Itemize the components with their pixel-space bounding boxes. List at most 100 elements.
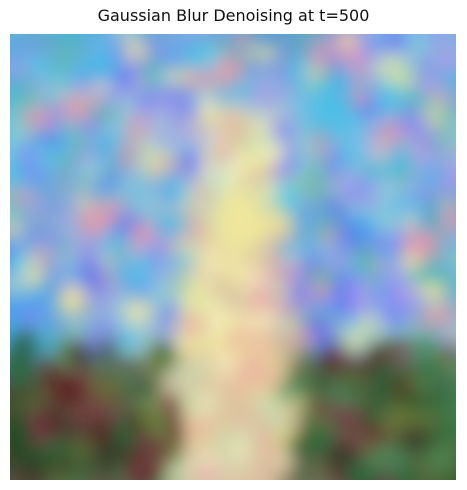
noise-blob (257, 309, 277, 325)
noise-blob (55, 167, 73, 190)
noise-blob (337, 169, 354, 196)
noise-blob (142, 58, 159, 90)
noise-blob (348, 189, 365, 202)
blur-patch (450, 474, 456, 480)
noise-blob (346, 460, 365, 480)
blur-patch (450, 114, 456, 158)
noise-blob (37, 441, 74, 455)
noise-blob (373, 77, 401, 113)
noise-blob (409, 265, 441, 286)
noise-blob (136, 145, 167, 177)
noise-blob (121, 113, 149, 146)
noise-blob (337, 140, 364, 173)
noise-blob (314, 369, 331, 401)
noise-blob (346, 89, 370, 106)
noise-blob (36, 245, 51, 272)
noise-blob (10, 274, 28, 298)
noise-blob (113, 147, 139, 162)
noise-blob (275, 180, 302, 216)
noise-blob (208, 397, 224, 430)
blurred-noisy-image-icon (10, 34, 456, 480)
noise-blob (412, 363, 443, 382)
noise-blob (399, 391, 421, 408)
noise-blob (349, 329, 363, 351)
noise-blob (246, 46, 282, 60)
noise-blob (292, 352, 310, 386)
noise-blob (151, 322, 185, 341)
noise-blob (258, 82, 274, 105)
noise-blob (10, 188, 35, 204)
blur-patch (90, 474, 134, 480)
noise-blob (357, 197, 383, 212)
blur-patch (450, 274, 456, 318)
noise-blob (234, 34, 250, 49)
noise-blob (319, 252, 355, 270)
noise-blob (78, 259, 106, 294)
noise-blob (442, 202, 456, 236)
noise-blob (40, 361, 63, 392)
noise-blob (10, 217, 19, 239)
noise-blob (168, 362, 197, 394)
noise-blob (257, 213, 291, 235)
noise-blob (114, 330, 140, 350)
noise-blob (287, 285, 305, 301)
noise-blob (359, 405, 376, 429)
noise-blob (116, 361, 151, 374)
blur-patch (450, 154, 456, 198)
noise-blob (55, 389, 89, 403)
noise-blob (113, 261, 141, 285)
noise-blob (241, 269, 270, 289)
noise-blob (10, 371, 38, 388)
noise-blob (62, 68, 76, 100)
noise-blob (377, 286, 398, 300)
noise-blob (438, 329, 456, 348)
noise-blob (334, 370, 366, 386)
noise-blob (428, 444, 454, 473)
noise-blob (112, 35, 130, 58)
tower-highlight (216, 189, 260, 249)
noise-blob (335, 402, 362, 432)
noise-blob (130, 434, 161, 449)
noise-blob (278, 348, 296, 368)
noise-blob (154, 255, 167, 288)
noise-blob (86, 53, 122, 84)
noise-blob (55, 55, 70, 75)
noise-blob (107, 162, 121, 175)
noise-blob (336, 274, 351, 309)
noise-blob (276, 316, 296, 336)
noise-blob (78, 158, 103, 184)
noise-blob (349, 245, 379, 272)
blur-patch (370, 474, 414, 480)
noise-blob (313, 214, 340, 238)
noise-blob (155, 129, 179, 146)
noise-blob (347, 278, 375, 314)
noise-blob (417, 135, 432, 172)
noise-blob (158, 299, 180, 325)
noise-blob (288, 60, 309, 79)
noise-blob (215, 270, 232, 303)
noise-blob (305, 423, 332, 457)
noise-blob (10, 61, 27, 78)
noise-blob (422, 100, 446, 134)
blur-patch (450, 394, 456, 438)
noise-blob (45, 191, 60, 219)
noise-blob (139, 251, 157, 269)
noise-blob (69, 438, 93, 463)
noise-blob (342, 386, 360, 409)
noise-blob (52, 319, 71, 333)
noise-blob (373, 401, 389, 417)
noise-blob (68, 323, 84, 338)
noise-blob (160, 69, 191, 85)
noise-blob (309, 399, 339, 418)
noise-blob (270, 282, 291, 301)
noise-blob (73, 150, 101, 163)
noise-blob (366, 157, 386, 181)
noise-blob (415, 311, 447, 328)
noise-blob (71, 58, 95, 80)
noise-blob (18, 464, 51, 480)
blur-patch (410, 474, 454, 480)
noise-blob (412, 52, 442, 82)
noise-blob (178, 312, 210, 339)
noise-blob (35, 231, 67, 247)
